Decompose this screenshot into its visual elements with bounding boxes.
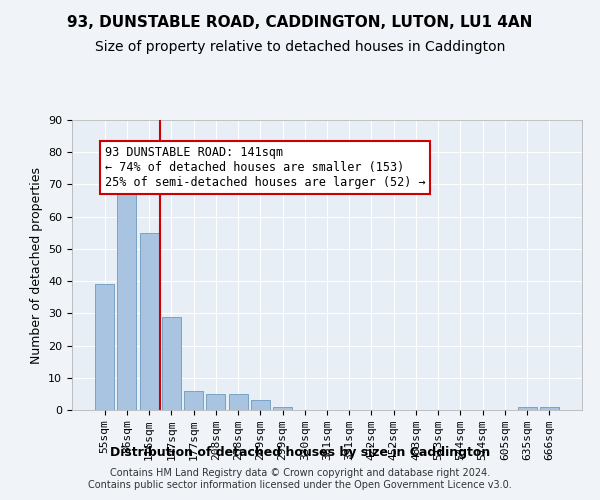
Bar	[95, 284, 114, 410]
Bar	[540, 407, 559, 410]
Bar	[206, 394, 225, 410]
Bar	[229, 394, 248, 410]
Text: 93, DUNSTABLE ROAD, CADDINGTON, LUTON, LU1 4AN: 93, DUNSTABLE ROAD, CADDINGTON, LUTON, L…	[67, 15, 533, 30]
Text: Size of property relative to detached houses in Caddington: Size of property relative to detached ho…	[95, 40, 505, 54]
Bar	[118, 181, 136, 410]
Bar	[140, 233, 158, 410]
Bar	[251, 400, 270, 410]
Bar	[184, 390, 203, 410]
Text: Distribution of detached houses by size in Caddington: Distribution of detached houses by size …	[110, 446, 490, 459]
Bar	[518, 407, 536, 410]
Text: 93 DUNSTABLE ROAD: 141sqm
← 74% of detached houses are smaller (153)
25% of semi: 93 DUNSTABLE ROAD: 141sqm ← 74% of detac…	[104, 146, 425, 189]
Bar	[273, 407, 292, 410]
Y-axis label: Number of detached properties: Number of detached properties	[29, 166, 43, 364]
Bar	[162, 316, 181, 410]
Text: Contains HM Land Registry data © Crown copyright and database right 2024.
Contai: Contains HM Land Registry data © Crown c…	[88, 468, 512, 490]
